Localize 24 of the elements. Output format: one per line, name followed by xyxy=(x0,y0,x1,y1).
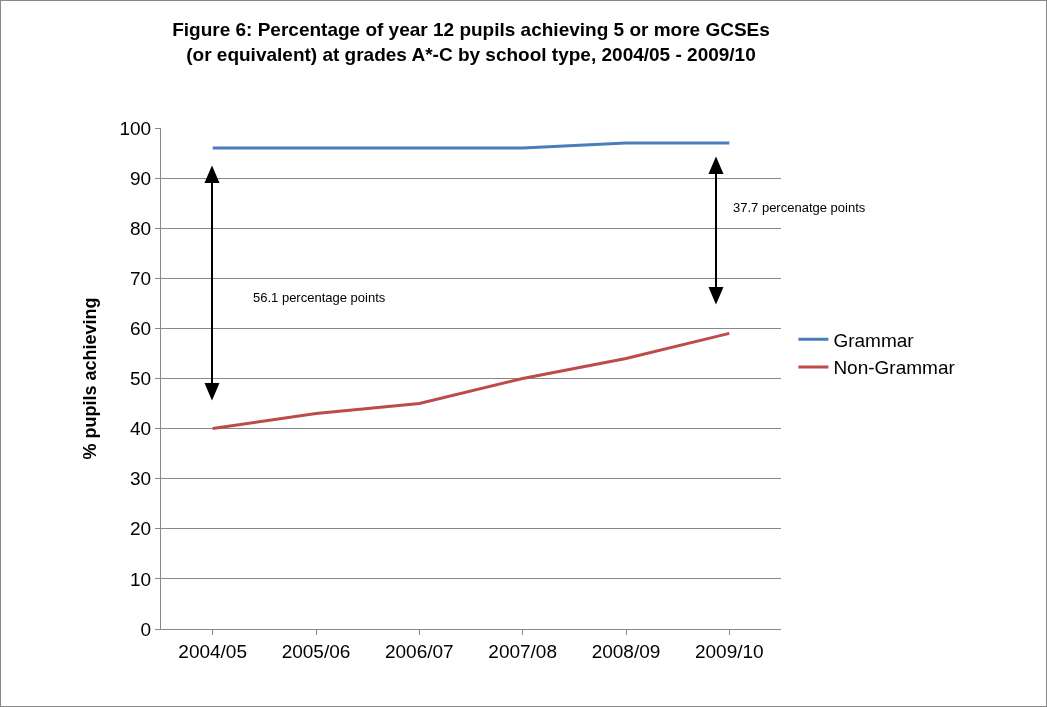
y-tick-label: 20 xyxy=(130,518,152,540)
y-tick-label: 100 xyxy=(119,117,152,139)
x-tick-label: 2005/06 xyxy=(281,640,351,662)
x-tick-label: 2008/09 xyxy=(591,640,661,662)
chart-title: Figure 6: Percentage of year 12 pupils achieving 5 or more GCSEs (or equivalent) at grades A*-C by school type, 2004/05 - 2009/10 xyxy=(172,19,770,66)
annotation: 56.1 percentage points xyxy=(253,290,386,305)
line-series xyxy=(211,331,731,431)
legend-label: Non-Grammar xyxy=(833,357,956,379)
x-tick-label: 2009/10 xyxy=(694,640,764,662)
y-tick-label: 40 xyxy=(130,418,152,440)
y-tick-label: 10 xyxy=(130,568,152,590)
y-tick-label: 30 xyxy=(130,468,152,490)
y-tick-label: 70 xyxy=(130,267,152,289)
y-tick-label: 50 xyxy=(130,368,152,390)
y-tick-label: 0 xyxy=(140,618,152,640)
x-tick-label: 2006/07 xyxy=(384,640,454,662)
x-tick-label: 2007/08 xyxy=(488,640,558,662)
annotation: 37.7 percenatge points xyxy=(733,200,866,215)
legend-label: Grammar xyxy=(833,329,915,351)
y-tick-label: 80 xyxy=(130,217,152,239)
x-tick-label: 2004/05 xyxy=(178,640,248,662)
y-tick-label: 60 xyxy=(130,318,152,340)
y-axis-title: % pupils achieving xyxy=(79,297,100,460)
y-tick-label: 90 xyxy=(130,167,152,189)
